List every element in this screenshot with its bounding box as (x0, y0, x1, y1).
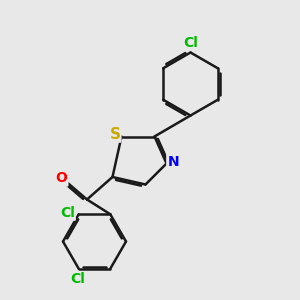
Text: O: O (56, 172, 68, 185)
Text: Cl: Cl (60, 206, 75, 220)
Text: Cl: Cl (183, 36, 198, 50)
Text: S: S (110, 127, 120, 142)
Text: Cl: Cl (70, 272, 85, 286)
Text: N: N (167, 155, 179, 169)
